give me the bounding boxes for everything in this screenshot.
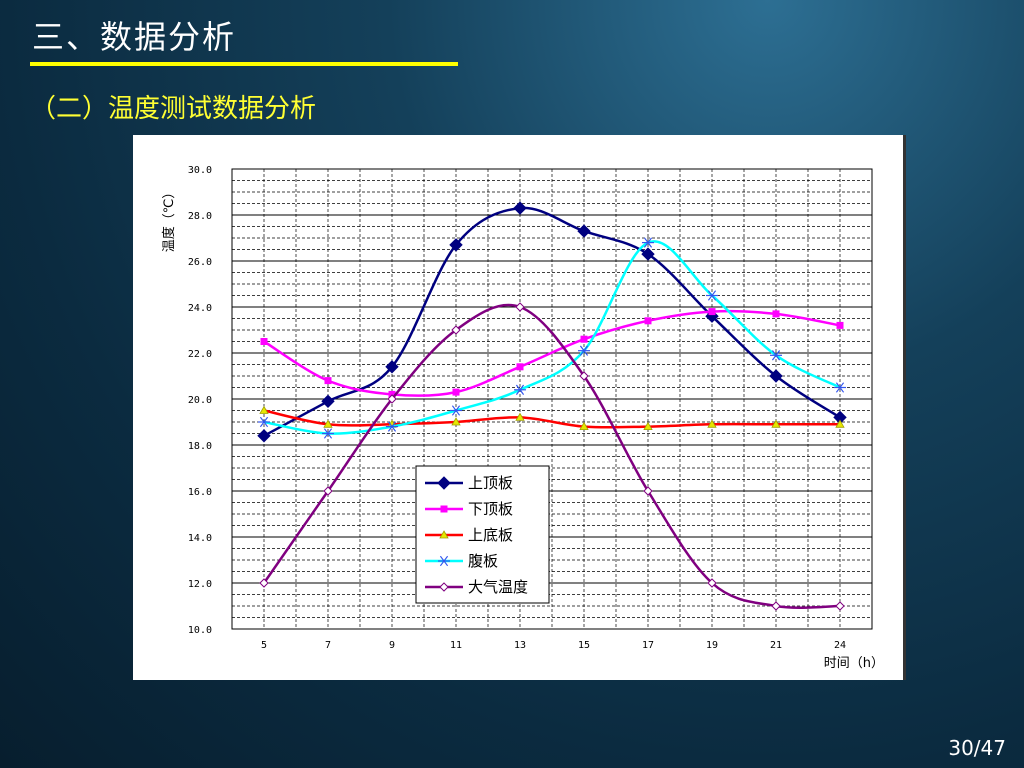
series-3-point <box>707 419 717 428</box>
series-5-point <box>771 601 781 611</box>
x-tick-label: 13 <box>514 640 526 651</box>
x-tick-label: 5 <box>261 640 267 651</box>
series-5-point <box>387 394 397 404</box>
x-tick-label: 17 <box>642 640 654 651</box>
series-5-point <box>323 486 333 496</box>
series-4-point <box>706 290 718 301</box>
series-2-point <box>836 321 844 329</box>
series-1-point <box>321 394 335 409</box>
x-tick-label: 19 <box>706 640 718 651</box>
legend-label: 上底板 <box>468 526 513 544</box>
series-5-point <box>643 486 653 496</box>
series-3-point <box>451 417 461 426</box>
slide-title: 三、数据分析 <box>32 18 237 56</box>
series-1-point <box>257 429 271 443</box>
series-5-point <box>515 302 525 312</box>
legend-label: 上顶板 <box>468 474 513 492</box>
y-tick-label: 10.0 <box>188 625 212 636</box>
series-1-point <box>577 224 591 238</box>
series-4-point <box>386 421 398 432</box>
series-5-point <box>579 371 589 381</box>
series-2-point <box>708 308 716 316</box>
series-3-point <box>323 419 333 428</box>
x-tick-label: 15 <box>578 640 590 651</box>
series-3-point <box>771 419 781 428</box>
x-tick-label: 7 <box>325 640 331 651</box>
series-5-point <box>259 578 269 588</box>
legend-swatch-marker <box>440 505 448 513</box>
legend-swatch-marker <box>438 555 450 567</box>
series-3-point <box>643 421 653 431</box>
series-3-point <box>835 419 845 428</box>
page-number: 30/47 <box>948 736 1006 760</box>
y-tick-label: 26.0 <box>188 257 212 268</box>
slide-subtitle: （二）温度测试数据分析 <box>30 94 317 124</box>
series-4-point <box>834 382 846 393</box>
series-4-point <box>258 416 270 428</box>
series-4-point <box>770 350 782 361</box>
x-tick-label: 24 <box>834 640 846 651</box>
series-2-point <box>644 317 652 325</box>
series-1-point <box>641 247 655 261</box>
series-1-point <box>769 369 783 383</box>
series-line-5 <box>262 303 841 609</box>
series-4-point <box>514 384 526 395</box>
legend-swatch-marker <box>437 476 451 490</box>
series-5-point <box>451 325 461 335</box>
series-5-point <box>835 601 845 611</box>
x-axis-title: 时间（h） <box>824 656 884 671</box>
series-2-point <box>516 363 524 371</box>
series-3-point <box>259 405 269 414</box>
series-line-1 <box>263 206 841 437</box>
y-axis-title: 温度（℃） <box>161 186 177 253</box>
series-line-4 <box>263 240 841 435</box>
x-tick-label: 11 <box>450 640 462 651</box>
series-2-point <box>772 310 780 318</box>
y-tick-label: 12.0 <box>188 579 212 590</box>
series-1-point <box>385 360 399 374</box>
legend-swatch-marker <box>439 582 449 592</box>
series-1-point <box>513 201 527 215</box>
series-line-3 <box>263 409 840 429</box>
x-tick-label: 9 <box>389 640 395 651</box>
y-tick-label: 14.0 <box>188 533 212 544</box>
y-tick-label: 22.0 <box>188 349 212 360</box>
y-tick-label: 20.0 <box>188 395 212 406</box>
legend-swatch-marker <box>439 530 449 539</box>
y-tick-label: 28.0 <box>188 211 212 222</box>
temperature-line-chart: 10.0 12.0 14.0 16.0 18.0 20.0 22.0 24.0 26.0 28.0… <box>161 165 884 671</box>
chart-panel: 10.0 12.0 14.0 16.0 18.0 20.0 22.0 24.0 26.0 28.0… <box>133 135 906 680</box>
series-2-point <box>580 335 588 343</box>
series-4-point <box>450 405 462 416</box>
series-2-point <box>324 377 332 385</box>
series-4-point <box>642 237 654 248</box>
legend-label: 大气温度 <box>468 578 528 596</box>
y-tick-label: 18.0 <box>188 441 212 452</box>
series-line-2 <box>263 309 841 397</box>
legend-label: 腹板 <box>468 552 498 570</box>
series-3-point <box>579 421 589 431</box>
series-2-point <box>452 388 460 396</box>
title-underline <box>30 62 458 66</box>
y-tick-label: 24.0 <box>188 303 212 314</box>
series-4-point <box>578 345 590 356</box>
series-5-point <box>707 578 717 588</box>
legend-label: 下顶板 <box>468 500 513 518</box>
y-tick-label: 30.0 <box>188 165 212 176</box>
series-4-point <box>322 428 334 439</box>
series-1-point <box>449 238 463 252</box>
x-tick-label: 21 <box>770 640 782 651</box>
y-tick-label: 16.0 <box>188 487 212 498</box>
series-2-point <box>260 338 268 345</box>
series-3-point <box>515 412 525 421</box>
